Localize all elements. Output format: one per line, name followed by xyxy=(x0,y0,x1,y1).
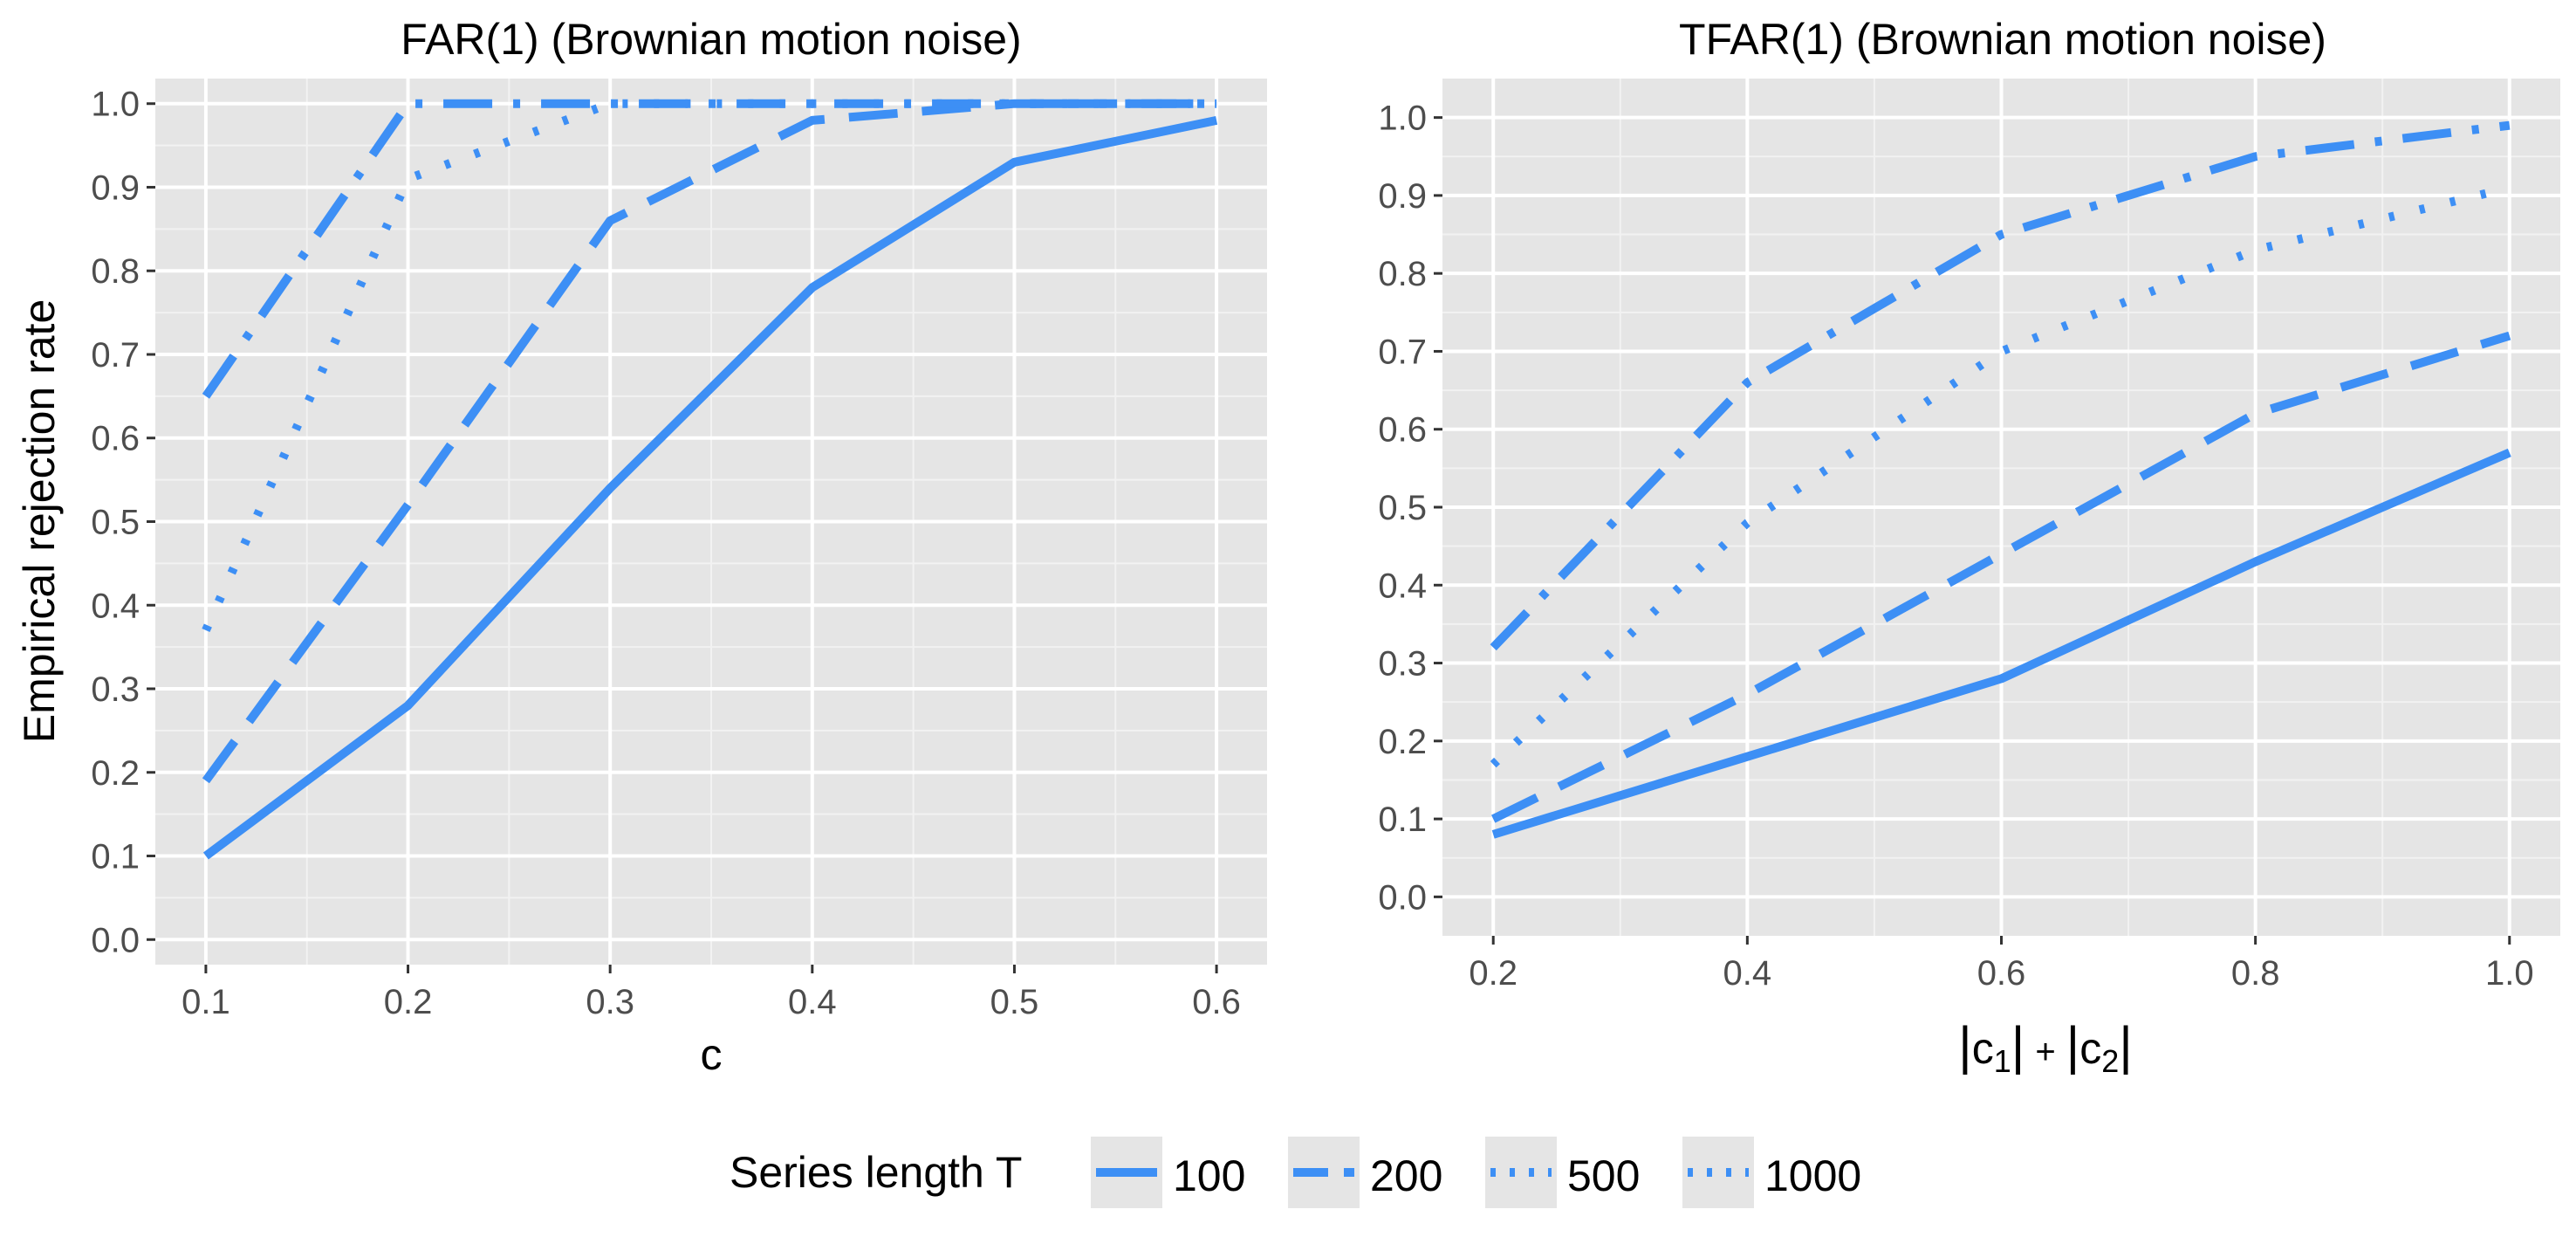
far1-x-axis-title: c xyxy=(701,1030,723,1079)
far1-title: FAR(1) (Brownian motion noise) xyxy=(401,15,1021,64)
tfar1-y-tick-label: 0.5 xyxy=(1378,489,1427,527)
far1-x-tick-label: 0.4 xyxy=(788,983,837,1021)
legend-label-100: 100 xyxy=(1173,1151,1245,1200)
tfar1-y-tick-label: 0.1 xyxy=(1378,801,1427,839)
legend-label-200: 200 xyxy=(1370,1151,1442,1200)
tfar1-y-tick-label: 0.9 xyxy=(1378,177,1427,216)
far1-x-tick-label: 0.5 xyxy=(990,983,1039,1021)
far1-series-1000 xyxy=(202,99,1217,399)
far1-y-tick-label: 0.4 xyxy=(91,587,140,625)
tfar1-x-tick-label: 0.8 xyxy=(2231,954,2280,993)
far1-panel: 0.1 0.2 0.3 0.4 0.5 0.6 0.0 0.1 0.2 0.3 0.4 0.5 0.6 0… xyxy=(15,15,1267,1079)
tfar1-y-tick-label: 0.7 xyxy=(1378,333,1427,371)
tfar1-title: TFAR(1) (Brownian motion noise) xyxy=(1679,15,2326,64)
tfar1-y-tick-label: 0.3 xyxy=(1378,645,1427,684)
far1-x-tick-label: 0.6 xyxy=(1192,983,1241,1021)
far1-y-axis-title: Empirical rejection rate xyxy=(15,299,64,744)
far1-x-tick-label: 0.3 xyxy=(586,983,634,1021)
far1-series-500 xyxy=(202,99,1217,633)
tfar1-series-200 xyxy=(1490,331,2511,823)
far1-y-tick-label: 0.0 xyxy=(91,921,140,959)
far1-y-tick-label: 0.7 xyxy=(91,336,140,375)
far1-y-tick-label: 0.2 xyxy=(91,754,140,793)
far1-series-100 xyxy=(202,116,1218,860)
far1-y-tick-label: 0.9 xyxy=(91,168,140,207)
far1-y-tick-label: 0.6 xyxy=(91,420,140,458)
legend-key-1000 xyxy=(1682,1137,1754,1208)
tfar1-x-tick-label: 0.4 xyxy=(1723,954,1772,993)
far1-x-tick-label: 0.2 xyxy=(384,983,433,1021)
tfar1-series-1000 xyxy=(1490,120,2511,651)
tfar1-series-100 xyxy=(1491,448,2511,839)
far1-x-tick-label: 0.1 xyxy=(182,983,230,1021)
legend-label-500: 500 xyxy=(1567,1151,1640,1200)
tfar1-x-tick-label: 1.0 xyxy=(2485,954,2534,993)
far1-y-tick-label: 0.8 xyxy=(91,252,140,291)
legend-key-500 xyxy=(1485,1137,1557,1208)
legend-title: Series length T xyxy=(730,1148,1022,1197)
legend-label-1000: 1000 xyxy=(1764,1151,1861,1200)
tfar1-x-tick-label: 0.6 xyxy=(1977,954,2026,993)
far1-y-tick-label: 0.5 xyxy=(91,504,140,542)
tfar1-x-axis-title: |c1| + |c2| xyxy=(1958,1016,2133,1079)
tfar1-y-tick-label: 0.2 xyxy=(1378,723,1427,761)
tfar1-y-tick-label: 0.6 xyxy=(1378,411,1427,450)
tfar1-y-tick-label: 0.0 xyxy=(1378,878,1427,917)
tfar1-y-tick-label: 0.4 xyxy=(1378,567,1427,605)
tfar1-panel: 0.2 0.4 0.6 0.8 1.0 0.0 0.1 0.2 0.3 0.4 0.5 0.6 0.7 0… xyxy=(1378,15,2560,993)
far1-y-tick-label: 0.1 xyxy=(91,838,140,876)
far1-y-tick-label: 1.0 xyxy=(91,86,140,124)
far1-y-tick-label: 0.3 xyxy=(91,670,140,709)
tfar1-x-tick-label: 0.2 xyxy=(1469,954,1518,993)
tfar1-y-tick-label: 1.0 xyxy=(1378,100,1427,138)
legend: Series length T 100 200 500 1000 xyxy=(730,1137,1861,1208)
tfar1-y-tick-label: 0.8 xyxy=(1378,255,1427,293)
